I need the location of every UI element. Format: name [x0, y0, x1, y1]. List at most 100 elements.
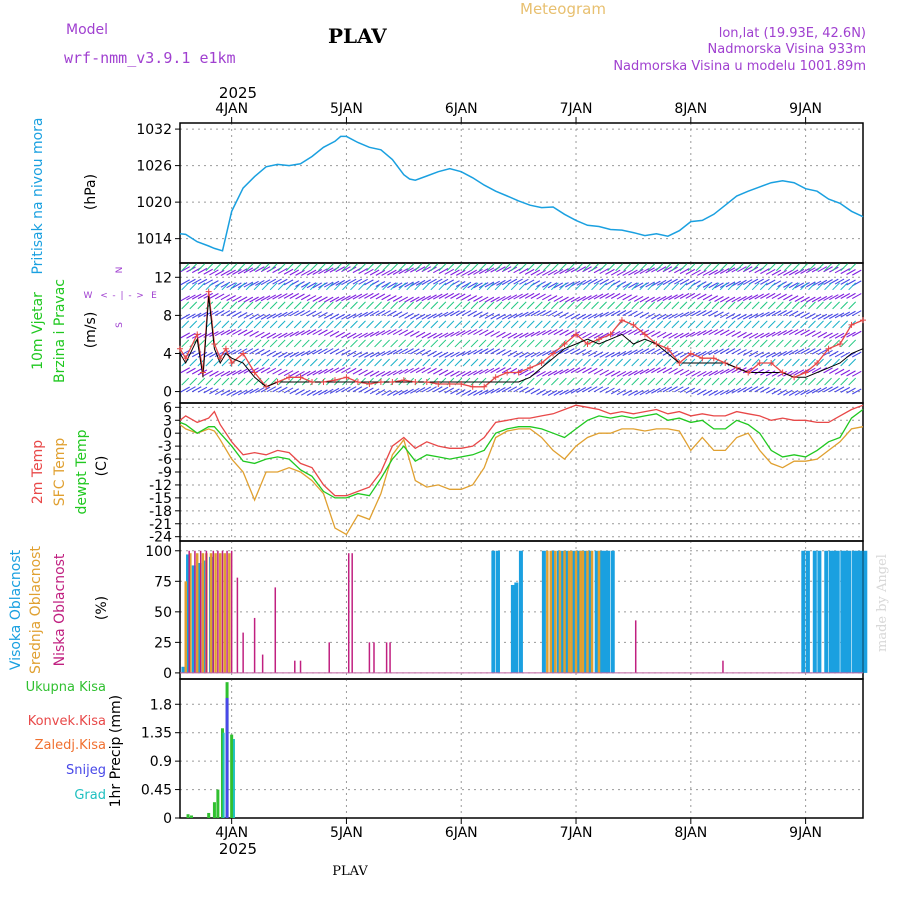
wind-barb [605, 310, 615, 317]
wind-barb [255, 266, 265, 273]
wind-speed-marker [182, 355, 189, 362]
wind-barb [323, 367, 334, 374]
wind-barb [306, 282, 317, 289]
wind-barb [387, 310, 397, 317]
wind-arrow [205, 282, 214, 291]
temp2m-line [179, 404, 864, 497]
wind-barb [318, 312, 328, 319]
wind-barb [702, 294, 713, 301]
wind-arrow [293, 263, 302, 272]
wind-arrow [309, 339, 318, 348]
wind-arrow [848, 301, 857, 310]
wind-barb [788, 389, 799, 396]
wind-arrow [735, 377, 744, 386]
wind-barb [628, 269, 638, 276]
wind-barb [599, 369, 609, 376]
wind-barb [369, 293, 380, 299]
wind-barb [719, 368, 730, 375]
wind-barb [702, 310, 713, 317]
wind-barb [610, 388, 621, 395]
credit-text: made by Angel [875, 554, 890, 652]
wind-arrow [253, 282, 262, 291]
wind-barb [260, 295, 271, 302]
wind-arrow [526, 358, 535, 367]
wind-arrow [229, 282, 238, 291]
wind-arrow [623, 263, 632, 272]
wind-barb [771, 351, 782, 358]
wind-barb [490, 367, 500, 374]
wind-arrow [277, 320, 286, 329]
cloud-bar [328, 642, 330, 673]
wind-barb [381, 389, 391, 396]
wind-barb [679, 386, 690, 393]
wind-barb [846, 370, 856, 377]
wind-barb [576, 386, 587, 393]
wind-arrow [575, 377, 583, 386]
wind-arrow [518, 263, 527, 272]
wind-arrow [358, 263, 366, 272]
wind-arrow [663, 320, 672, 329]
wind-barb [197, 293, 208, 300]
wind-barb [651, 367, 661, 374]
wind-barb [811, 348, 822, 355]
wind-arrow [438, 320, 447, 329]
y-tick-label: 25 [154, 635, 172, 651]
wind-arrow [775, 301, 784, 310]
wind-barb [237, 312, 248, 318]
wind-arrow [583, 282, 591, 291]
wind-speed-marker [527, 364, 534, 371]
wind-speed-marker [676, 360, 683, 366]
wind-barb [656, 313, 667, 320]
wind-barb [800, 268, 810, 274]
wind-arrow [607, 301, 615, 310]
wind-arrow [470, 263, 479, 272]
wind-barb [633, 389, 644, 396]
wind-barb [565, 281, 575, 288]
wind-barb [702, 269, 713, 276]
wind-barb [834, 278, 845, 285]
wind-arrow [502, 282, 511, 291]
wind-barb [387, 370, 397, 377]
wind-barb [323, 296, 334, 303]
sfc-temp-line [179, 424, 864, 536]
wind-arrow [759, 377, 768, 386]
wind-barb [691, 330, 701, 337]
wind-barb [415, 387, 426, 394]
wind-arrow [406, 320, 415, 329]
wind-barb [725, 388, 736, 395]
compass-e: E [151, 291, 157, 301]
wind-barb [249, 313, 259, 320]
wind-barb [565, 348, 575, 355]
cloud-bar [261, 654, 264, 673]
wind-barb [714, 295, 724, 302]
wind-arrow [454, 320, 463, 329]
cloud-bar [560, 550, 565, 673]
wind-arrow [542, 320, 551, 329]
wind-barb [668, 313, 678, 320]
wind-arrow [309, 320, 318, 329]
wind-arrow [181, 301, 190, 310]
wind-arrow [727, 377, 736, 386]
wind-arrow [534, 301, 543, 310]
wind-arrow [334, 282, 342, 291]
wind-barb [490, 348, 500, 355]
wind-barb [415, 266, 426, 273]
wind-arrow [800, 358, 808, 367]
wind-arrow [816, 339, 824, 348]
wind-barb [714, 329, 724, 336]
wind-barb [714, 389, 724, 396]
wind-arrow [309, 263, 318, 272]
wind-barb [599, 278, 609, 285]
wind-arrow [502, 301, 511, 310]
cloud-bar [191, 565, 196, 673]
wind-barb [691, 293, 701, 300]
wind-arrow [679, 282, 688, 291]
wind-barb [582, 332, 592, 339]
wind-arrow [277, 282, 286, 291]
wind-arrow [840, 320, 848, 329]
wind-arrow [277, 301, 286, 310]
wind-arrow [414, 263, 423, 272]
wind-barb [553, 389, 564, 396]
wind-arrow [671, 282, 680, 291]
wind-barb [266, 294, 277, 301]
